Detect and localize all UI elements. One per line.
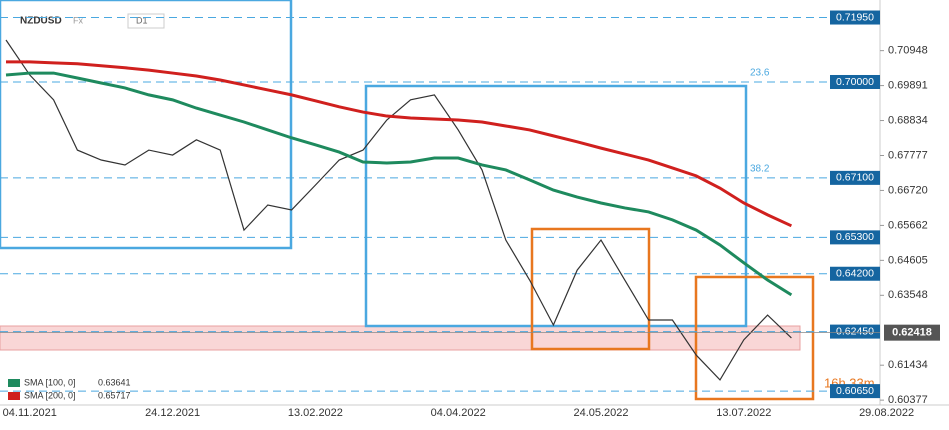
legend-name: SMA [200, 0]	[24, 390, 76, 400]
timeframe[interactable]: D1	[136, 15, 148, 25]
x-tick-label: 29.08.2022	[859, 407, 914, 419]
level-label: 0.60650	[836, 385, 874, 397]
y-tick-label: 0.68834	[888, 114, 928, 126]
legend-swatch	[8, 392, 20, 400]
y-tick-label: 0.63548	[888, 289, 928, 301]
box	[364, 84, 748, 328]
level-box	[830, 230, 880, 245]
level-box	[830, 324, 880, 339]
series-line	[5, 71, 793, 297]
box	[0, 0, 293, 250]
series-line	[6, 60, 793, 228]
level-label: 0.65300	[836, 231, 874, 243]
level-box	[830, 74, 880, 89]
y-tick-label: 0.70948	[888, 45, 928, 57]
level-box	[830, 10, 880, 25]
support-zone	[0, 325, 801, 351]
y-tick-label: 0.69891	[888, 80, 928, 92]
series-line	[5, 39, 792, 381]
level-box	[830, 384, 880, 399]
y-tick-label: 0.64605	[888, 254, 928, 266]
symbol: NZDUSD	[20, 16, 62, 27]
level-label: 0.71950	[836, 11, 874, 23]
fib-label: 38.2	[750, 164, 770, 175]
level-label: 0.70000	[836, 76, 874, 88]
level-label: 0.62450	[836, 325, 874, 337]
level-label: 0.67100	[836, 172, 874, 184]
legend-swatch	[8, 379, 20, 387]
x-tick-label: 24.12.2021	[145, 407, 200, 419]
x-tick-label: 24.05.2022	[573, 407, 628, 419]
level-label: 0.64200	[836, 268, 874, 280]
legend-value: 0.63641	[98, 377, 131, 387]
market: Fx	[73, 15, 83, 25]
legend-name: SMA [100, 0]	[24, 377, 76, 387]
x-tick-label: 13.02.2022	[288, 407, 343, 419]
current-price-box	[884, 324, 940, 341]
fib-label: 23.6	[750, 68, 770, 79]
x-tick-label: 04.11.2021	[3, 407, 57, 419]
box	[694, 275, 815, 401]
x-tick-label: 04.04.2022	[431, 407, 486, 419]
y-tick-label: 0.65662	[888, 219, 928, 231]
x-tick-label: 13.07.2022	[716, 407, 771, 419]
box	[530, 227, 651, 351]
y-tick-label: 0.60377	[888, 394, 928, 406]
current-price: 0.62418	[892, 327, 932, 339]
level-box	[830, 266, 880, 281]
level-box	[830, 170, 880, 185]
y-tick-label: 0.61434	[888, 359, 928, 371]
y-tick-label: 0.67777	[888, 149, 928, 161]
y-tick-label: 0.66720	[888, 184, 928, 196]
legend-value: 0.65717	[98, 390, 131, 400]
